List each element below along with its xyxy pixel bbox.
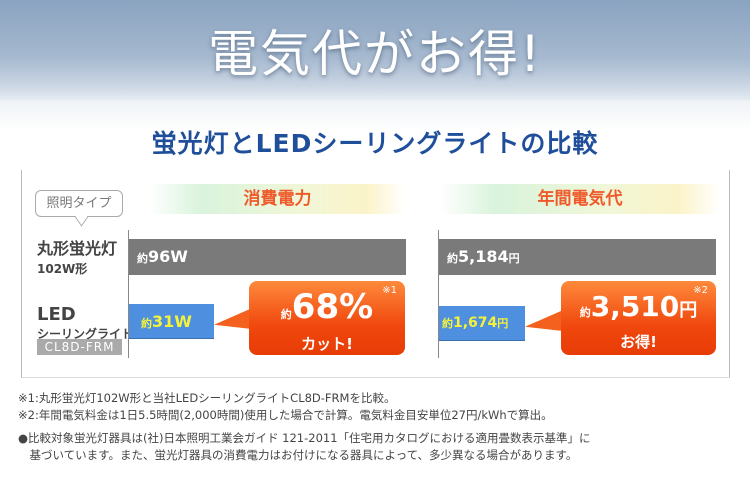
- savings-value: 68%: [291, 287, 374, 327]
- comparison-title: 蛍光灯とLEDシーリングライトの比較: [151, 129, 599, 158]
- value: 5,184: [458, 247, 509, 266]
- unit: 円: [508, 252, 520, 265]
- led-sub: シーリングライト: [37, 327, 134, 341]
- model-badge: CL8D-FRM: [37, 339, 122, 355]
- cost-savings-badge: ※2 約3,510円 お得!: [561, 281, 716, 355]
- prefix: 約: [137, 252, 148, 265]
- fluorescent-label: 丸形蛍光灯 102W形: [37, 235, 117, 277]
- fluorescent-spec: 102W形: [37, 262, 88, 276]
- led-label: LED シーリングライト: [37, 306, 133, 342]
- savings-value: 3,510: [590, 290, 680, 323]
- savings-text: お得!: [620, 333, 657, 351]
- prefix: 約: [579, 306, 591, 319]
- value: 96W: [148, 247, 188, 266]
- comparison-panel: [21, 170, 730, 378]
- footnotes: ※1:丸形蛍光灯102W形と当社LEDシーリングライトCL8D-FRMを比較。 …: [18, 390, 591, 464]
- unit: 円: [497, 317, 509, 330]
- hero-fade: [0, 100, 750, 130]
- disclaimer-line-1: ●比較対象蛍光灯器具は(社)日本照明工業会ガイド 121-2011「住宅用カタロ…: [18, 431, 591, 445]
- footnote-ref: ※2: [693, 285, 708, 296]
- cost-header: 年間電気代: [440, 184, 720, 214]
- cost-axis: [438, 230, 439, 358]
- prefix: 約: [280, 308, 292, 321]
- type-label: 照明タイプ: [35, 190, 123, 217]
- value: 1,674: [453, 315, 498, 331]
- power-axis: [128, 230, 129, 358]
- power-led-bar: 約31W: [129, 304, 214, 339]
- footnote-2: ※2:年間電気料金は1日5.5時間(2,000時間)使用した場合で計算。電気料金…: [18, 408, 553, 422]
- cost-led-bar: 約1,674円: [439, 306, 525, 341]
- footnote-ref: ※1: [382, 285, 397, 296]
- unit: 円: [679, 300, 698, 321]
- power-fluorescent-bar: 約96W: [129, 239, 406, 275]
- value: 31W: [152, 312, 192, 331]
- fluorescent-name: 丸形蛍光灯: [37, 239, 118, 258]
- prefix: 約: [141, 317, 152, 330]
- led-name: LED: [37, 304, 76, 325]
- savings-text: カット!: [301, 335, 353, 353]
- footnote-1: ※1:丸形蛍光灯102W形と当社LEDシーリングライトCL8D-FRMを比較。: [18, 391, 396, 405]
- power-savings-badge: ※1 約68% カット!: [249, 281, 405, 355]
- hero-title: 電気代がお得!: [207, 25, 543, 83]
- cost-fluorescent-bar: 約5,184円: [439, 239, 716, 275]
- hero-banner: [0, 0, 750, 105]
- prefix: 約: [447, 252, 458, 265]
- power-header: 消費電力: [150, 184, 405, 214]
- prefix: 約: [442, 317, 453, 330]
- disclaimer-line-2: 基づいています。また、蛍光灯器具の消費電力はお付けになる器具によって、多少異なる…: [18, 448, 578, 462]
